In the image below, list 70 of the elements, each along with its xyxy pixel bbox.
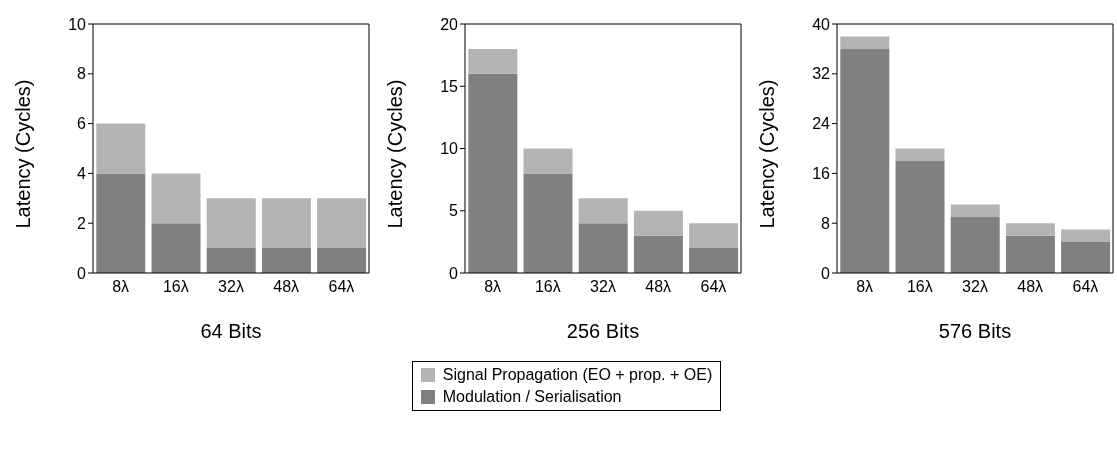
bar [895, 160, 945, 273]
bar [633, 210, 683, 236]
y-tick-label: 10 [68, 15, 87, 33]
x-tick-label: 48λ [645, 278, 672, 296]
y-tick-label: 24 [812, 115, 831, 133]
bar [523, 148, 573, 174]
bar [96, 123, 146, 174]
bar [633, 235, 683, 273]
bar [96, 173, 146, 273]
y-tick-label: 0 [449, 264, 459, 282]
x-tick-label: 64λ [700, 278, 727, 296]
y-tick-label: 0 [821, 264, 831, 282]
bar [1005, 223, 1055, 236]
x-tick-label: 8λ [484, 278, 502, 296]
bar [206, 248, 256, 273]
bar [689, 223, 739, 249]
x-tick-label: 32λ [962, 278, 988, 296]
legend-label: Signal Propagation (EO + prop. + OE) [442, 365, 713, 385]
y-tick-label: 0 [77, 264, 87, 282]
y-tick-label: 32 [812, 65, 831, 83]
x-axis-title: 64 Bits [200, 320, 262, 342]
bar [689, 248, 739, 273]
bar [578, 198, 628, 224]
y-tick-label: 6 [77, 115, 87, 133]
bar [950, 216, 1000, 273]
y-tick-label: 40 [812, 15, 831, 33]
bar [206, 198, 256, 249]
bar [895, 148, 945, 161]
x-axis-title: 256 Bits [566, 320, 640, 342]
x-tick-label: 8λ [112, 278, 130, 296]
bar [578, 223, 628, 273]
y-axis-title: Latency (Cycles) [756, 79, 779, 229]
bar [840, 36, 890, 49]
bar [840, 48, 890, 273]
bar [317, 248, 367, 273]
x-tick-label: 16λ [906, 278, 933, 296]
x-tick-label: 8λ [856, 278, 874, 296]
bar [261, 198, 311, 249]
bar [468, 73, 518, 273]
bar [523, 173, 573, 273]
y-tick-label: 16 [812, 165, 831, 183]
y-tick-label: 8 [77, 65, 87, 83]
y-tick-label: 20 [440, 15, 459, 33]
y-tick-label: 8 [821, 214, 831, 232]
y-axis-title: Latency (Cycles) [12, 79, 35, 229]
bar [950, 204, 1000, 217]
legend-label: Modulation / Serialisation [442, 387, 622, 407]
y-tick-label: 5 [449, 202, 459, 220]
bar [317, 198, 367, 249]
y-tick-label: 10 [440, 140, 459, 158]
x-tick-label: 16λ [162, 278, 189, 296]
bar [468, 48, 518, 74]
bar [1061, 229, 1111, 242]
x-tick-label: 48λ [1017, 278, 1044, 296]
y-tick-label: 2 [77, 214, 87, 232]
bar [151, 173, 201, 224]
y-axis-title: Latency (Cycles) [384, 79, 407, 229]
bar [1005, 235, 1055, 273]
x-tick-label: 16λ [534, 278, 561, 296]
bar [1061, 241, 1111, 273]
bar [151, 223, 201, 273]
x-axis-title: 576 Bits [938, 320, 1012, 342]
x-tick-label: 64λ [328, 278, 355, 296]
x-tick-label: 64λ [1072, 278, 1099, 296]
x-tick-label: 32λ [590, 278, 616, 296]
x-tick-label: 48λ [273, 278, 300, 296]
y-tick-label: 15 [440, 77, 459, 95]
bar [261, 248, 311, 273]
y-tick-label: 4 [77, 165, 87, 183]
x-tick-label: 32λ [218, 278, 244, 296]
